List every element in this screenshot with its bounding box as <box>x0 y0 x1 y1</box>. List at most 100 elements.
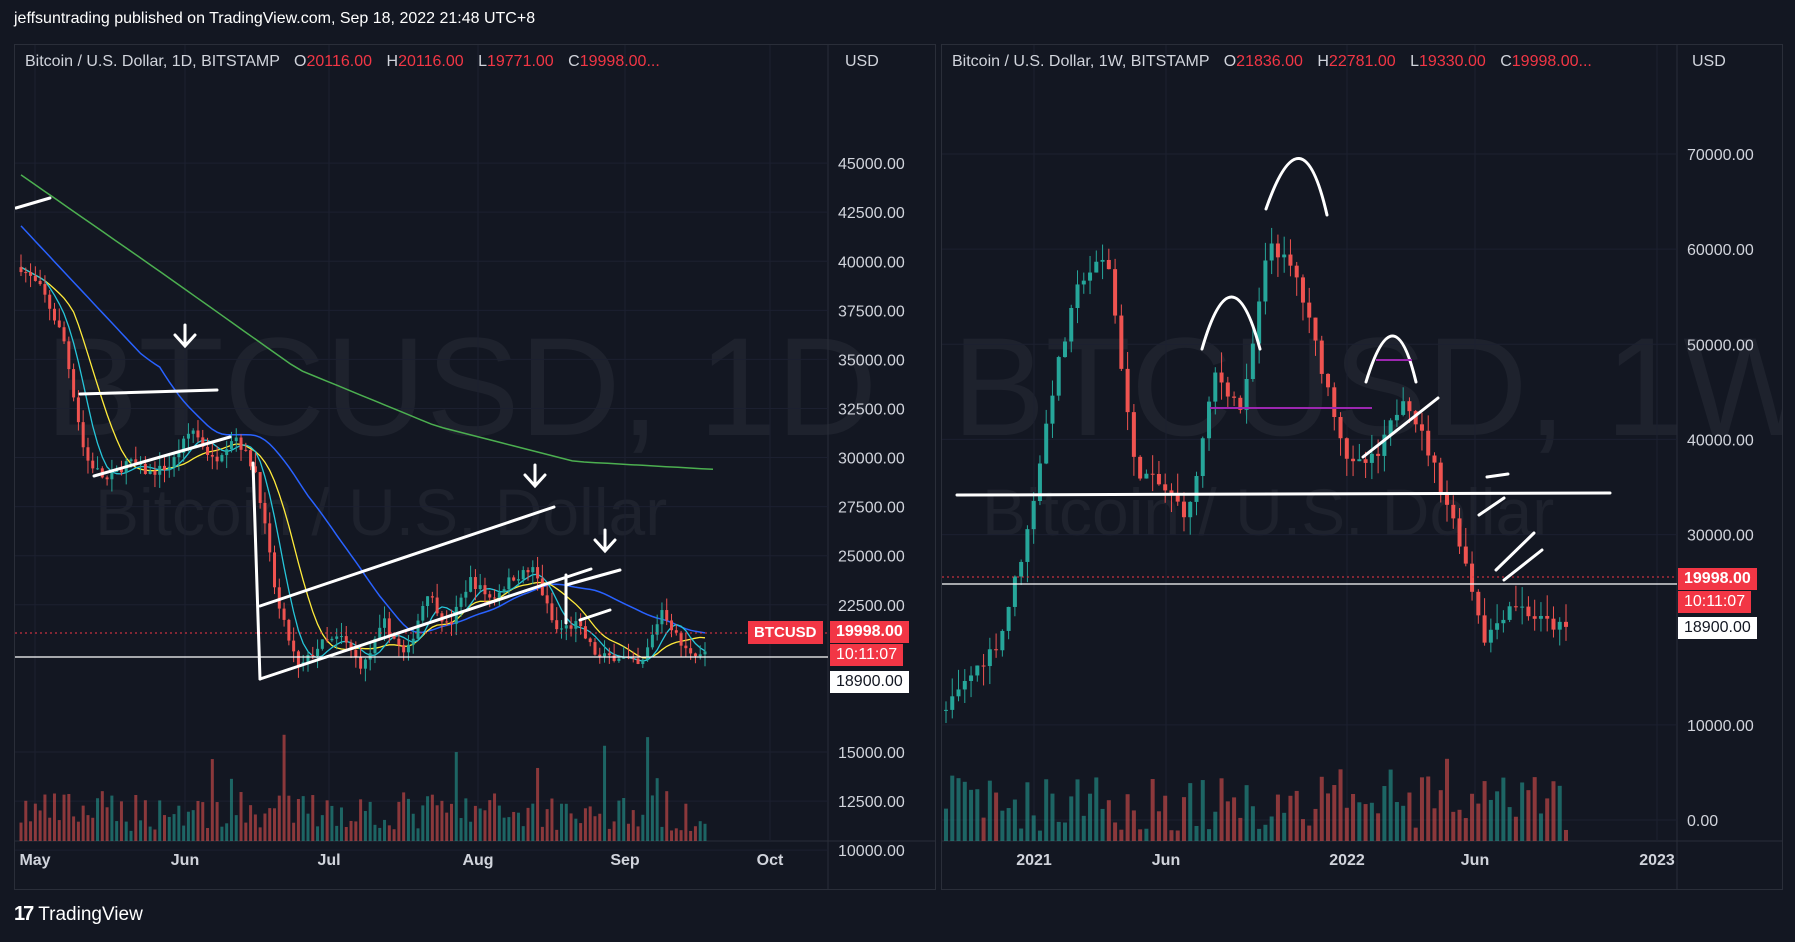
candle-body <box>1163 484 1168 491</box>
volume-bar <box>1451 811 1456 841</box>
y-tick-label: 32500.00 <box>838 401 905 418</box>
volume-bar <box>91 817 95 841</box>
volume-bar <box>684 803 688 841</box>
candle-body <box>244 449 248 451</box>
candle-body <box>526 570 530 573</box>
volume-bar <box>19 822 23 841</box>
x-tick-label: Aug <box>462 852 493 869</box>
volume-bar <box>76 821 80 841</box>
volume-bar <box>641 814 645 841</box>
candle-body <box>665 610 669 621</box>
weekly-chart-panel[interactable]: BTCUSD, 1W Bitcoin / U.S. Dollar 70000.0… <box>941 44 1783 890</box>
candle-body <box>368 653 372 660</box>
candle-body <box>1294 265 1299 278</box>
candle-body <box>378 627 382 639</box>
candle-body <box>1482 615 1487 643</box>
candle-body <box>612 655 616 661</box>
weekly-chart-svg[interactable]: BTCUSD, 1W Bitcoin / U.S. Dollar 70000.0… <box>942 45 1782 889</box>
candle-body <box>975 665 980 676</box>
candle-body <box>1050 395 1055 424</box>
candle-body <box>158 465 162 475</box>
volume-bar <box>1294 790 1299 841</box>
volume-bar <box>521 826 525 841</box>
volume-bar <box>1181 797 1186 841</box>
volume-bar <box>1050 793 1055 841</box>
candle-body <box>1244 379 1249 410</box>
candle-body <box>1282 254 1287 258</box>
candle-body <box>512 577 516 581</box>
volume-bar <box>1263 824 1268 841</box>
candle-body <box>1338 417 1343 439</box>
daily-countdown-tag: 10:11:07 <box>830 644 904 666</box>
volume-bar <box>1319 776 1324 841</box>
candle-body <box>521 570 525 580</box>
volume-bar <box>1351 793 1356 841</box>
volume-bar <box>689 830 693 841</box>
candle-body <box>555 620 559 630</box>
volume-bar <box>177 805 181 841</box>
candle-body <box>1069 307 1074 342</box>
candle-body <box>1125 368 1130 413</box>
candle-body <box>29 272 33 276</box>
volume-bar <box>531 803 535 841</box>
volume-bar <box>335 825 339 841</box>
candle-body <box>1513 606 1518 608</box>
volume-bar <box>1207 829 1212 841</box>
weekly-close-key: C <box>1500 53 1512 70</box>
volume-bar <box>1037 830 1042 841</box>
left-shoulder-arc <box>1200 295 1262 351</box>
volume-bar <box>258 827 262 841</box>
channel-bottom-line <box>1502 548 1544 582</box>
daily-chart-panel[interactable]: BTCUSD, 1D Bitcoin / U.S. Dollar 45000.0… <box>14 44 936 890</box>
candle-body <box>583 626 587 639</box>
candle-body <box>335 636 339 639</box>
volume-bar <box>660 826 664 841</box>
volume-bar <box>1326 793 1331 841</box>
candle-body <box>488 594 492 598</box>
candle-body <box>483 585 487 595</box>
candle-body <box>62 327 66 342</box>
candle-body <box>1344 438 1349 459</box>
volume-bar <box>134 794 138 841</box>
candle-body <box>560 628 564 630</box>
volume-bar <box>1332 785 1337 841</box>
candle-body <box>617 658 621 661</box>
candle-body <box>593 642 597 655</box>
y-tick-label: 45000.00 <box>838 156 905 173</box>
volume-bar <box>1075 779 1080 841</box>
candle-body <box>234 437 238 442</box>
candle-body <box>296 651 300 666</box>
daily-chart-svg[interactable]: BTCUSD, 1D Bitcoin / U.S. Dollar 45000.0… <box>15 45 935 889</box>
candle-body <box>497 592 501 598</box>
candle-body <box>52 308 56 321</box>
volume-bar <box>1163 795 1168 841</box>
candle-body <box>239 437 243 450</box>
candle-body <box>1275 243 1280 258</box>
volume-bar <box>239 792 243 841</box>
candle-body <box>689 648 693 654</box>
volume-bar <box>1369 802 1374 841</box>
candle-body <box>191 430 195 434</box>
volume-bar <box>1000 810 1005 841</box>
volume-bar <box>1551 781 1556 841</box>
volume-bar <box>320 815 324 841</box>
volume-bar <box>72 816 76 841</box>
volume-bar <box>555 829 559 841</box>
candle-body <box>292 640 296 652</box>
candle-body <box>148 470 152 474</box>
volume-bar <box>579 823 583 841</box>
candle-body <box>603 653 607 657</box>
candle-body <box>1369 453 1374 463</box>
volume-bar <box>426 796 430 841</box>
tradingview-footer[interactable]: 17 TradingView <box>14 903 143 926</box>
candle-body <box>507 577 511 590</box>
candle-body <box>1238 397 1243 410</box>
x-tick-label: Sep <box>610 852 640 869</box>
candle-body <box>1382 434 1387 456</box>
y-tick-label: 30000.00 <box>838 451 905 468</box>
candle-body <box>1213 372 1218 402</box>
volume-bar <box>631 810 635 841</box>
volume-bar <box>1413 827 1418 841</box>
volume-bar <box>282 734 286 841</box>
candle-body <box>325 639 329 641</box>
